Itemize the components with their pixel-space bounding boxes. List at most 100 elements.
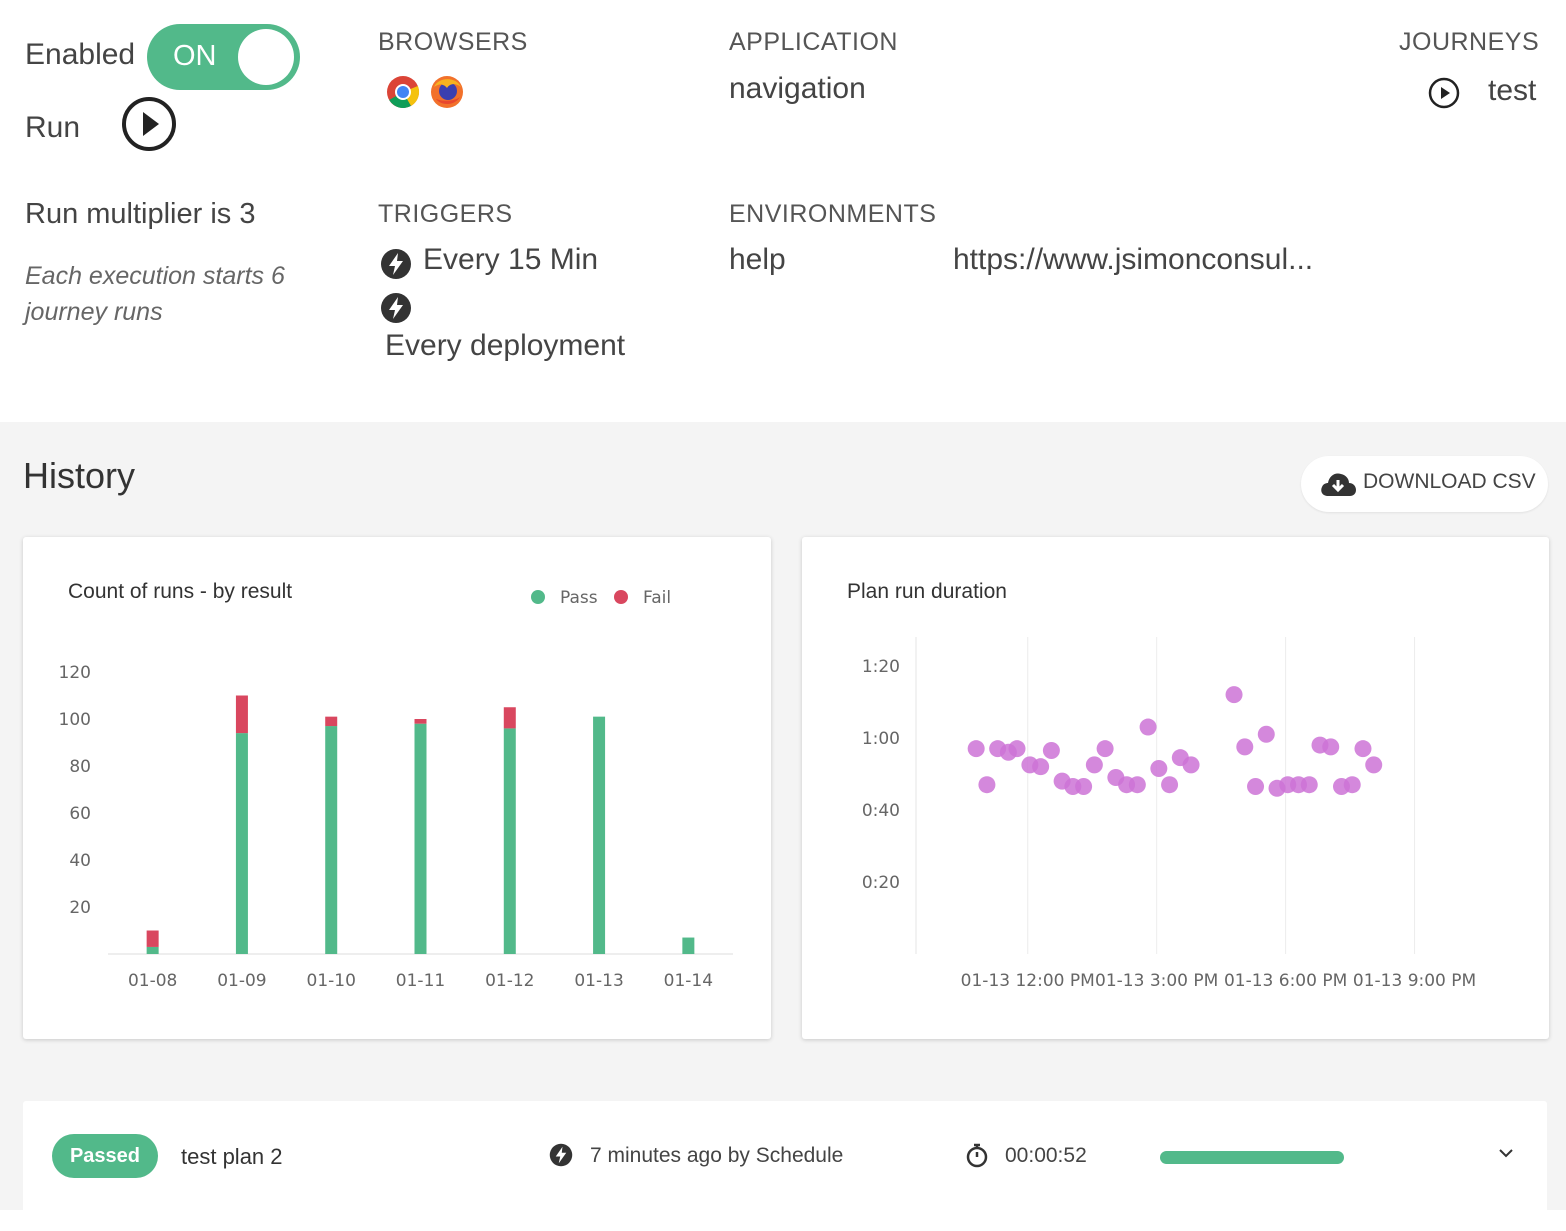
runs-by-result-card: Count of runs - by result Pass Fail 20 40 60… <box>23 537 771 1039</box>
scatter-point <box>1042 741 1060 759</box>
scatter-point <box>1182 756 1200 774</box>
y-tick-label: 1:20 <box>862 657 900 677</box>
scatter-point <box>1236 738 1254 756</box>
bar-fail <box>503 707 516 729</box>
y-tick-label: 120 <box>59 663 91 683</box>
y-tick-label: 1:00 <box>862 729 900 749</box>
run-progress-bar <box>1160 1151 1344 1164</box>
history-title: History <box>23 455 136 496</box>
scatter-point <box>967 740 985 758</box>
scatter-point <box>1343 776 1361 794</box>
download-csv-label: DOWNLOAD CSV <box>1363 470 1536 493</box>
cloud-download-icon <box>1321 473 1356 496</box>
duration-chart-title: Plan run duration <box>847 580 1007 603</box>
bolt-icon <box>381 249 411 279</box>
bar-fail <box>235 695 248 734</box>
legend-marker-fail <box>614 590 628 604</box>
bar-pass <box>593 716 606 954</box>
bar-fail <box>414 719 427 724</box>
y-tick-label: 100 <box>59 710 91 730</box>
y-tick-label: 0:20 <box>862 873 900 893</box>
run-multiplier-text: Run multiplier is 3 <box>25 198 256 230</box>
download-csv-button[interactable]: DOWNLOAD CSV <box>1301 456 1548 512</box>
scatter-point <box>1075 777 1093 795</box>
legend-marker-pass <box>531 590 545 604</box>
triggers-header: TRIGGERS <box>378 200 513 228</box>
scatter-point <box>1032 758 1050 776</box>
environment-name: help <box>729 243 786 276</box>
trigger-item-deployment: Every deployment <box>385 329 626 362</box>
legend-label-pass: Pass <box>560 588 598 608</box>
environment-url[interactable]: https://www.jsimonconsul... <box>953 243 1314 276</box>
scatter-point <box>1128 776 1146 794</box>
bar-pass <box>503 728 516 954</box>
scatter-point <box>1085 756 1103 774</box>
application-value: navigation <box>729 72 866 105</box>
journey-item-test[interactable]: test <box>1488 74 1537 107</box>
runs-chart-title: Count of runs - by result <box>68 580 293 603</box>
x-tick-label: 01-13 3:00 PM <box>1095 971 1218 991</box>
x-tick-label: 01-11 <box>396 971 445 991</box>
bar-pass <box>146 946 159 954</box>
legend-label-fail: Fail <box>643 588 671 608</box>
bar-fail <box>325 716 338 727</box>
bar-pass <box>235 733 248 954</box>
run-label: Run <box>25 111 81 144</box>
bolt-icon <box>381 293 411 323</box>
runs-bar-chart: Pass Fail 20 40 60 80 100 120 01-08 01-09 01-10 01-… <box>59 588 733 991</box>
scatter-point <box>1257 725 1275 743</box>
scatter-point <box>1139 718 1157 736</box>
enabled-toggle[interactable]: ON <box>147 24 300 90</box>
scatter-point <box>1322 738 1340 756</box>
x-tick-label: 01-10 <box>307 971 356 991</box>
run-duration: 00:00:52 <box>1005 1144 1087 1167</box>
scatter-point <box>1365 756 1383 774</box>
browsers-header: BROWSERS <box>378 28 528 56</box>
x-tick-label: 01-14 <box>664 971 713 991</box>
x-tick-label: 01-13 12:00 PM <box>961 971 1095 991</box>
trigger-info: 7 minutes ago by Schedule <box>590 1144 844 1167</box>
bar-fail <box>146 930 159 947</box>
scatter-point <box>1247 777 1265 795</box>
scatter-point <box>978 776 996 794</box>
chrome-icon <box>387 76 420 109</box>
trigger-item-schedule: Every 15 Min <box>423 243 599 276</box>
plan-run-duration-card: Plan run duration 01-13 12:00 PM 01-13 3:… <box>802 537 1549 1039</box>
plan-name[interactable]: test plan 2 <box>181 1144 283 1169</box>
scatter-point <box>1161 776 1179 794</box>
x-tick-label: 01-12 <box>485 971 534 991</box>
stopwatch-icon <box>966 1143 988 1168</box>
environments-header: ENVIRONMENTS <box>729 200 937 228</box>
y-tick-label: 80 <box>69 757 91 777</box>
journey-play-icon[interactable] <box>1428 77 1460 109</box>
y-tick-label: 20 <box>69 898 91 918</box>
scatter-point <box>1096 740 1114 758</box>
y-tick-label: 0:40 <box>862 801 900 821</box>
chart-legend: Pass Fail <box>531 588 671 608</box>
scatter-point <box>1008 740 1026 758</box>
scatter-point <box>1150 759 1168 777</box>
toggle-text: ON <box>173 40 217 72</box>
bolt-icon <box>549 1143 573 1167</box>
y-tick-label: 60 <box>69 804 91 824</box>
bar-pass <box>325 726 338 954</box>
x-tick-label: 01-13 <box>574 971 623 991</box>
enabled-label: Enabled <box>25 38 136 71</box>
bar-pass <box>414 723 427 954</box>
play-icon[interactable] <box>120 95 178 153</box>
x-tick-label: 01-13 9:00 PM <box>1353 971 1476 991</box>
journeys-header: JOURNEYS <box>1399 28 1540 56</box>
duration-scatter-chart: 01-13 12:00 PM 01-13 3:00 PM 01-13 6:00 PM… <box>862 637 1476 991</box>
scatter-point <box>1300 776 1318 794</box>
firefox-icon <box>431 76 463 108</box>
run-row[interactable] <box>23 1101 1547 1231</box>
toggle-knob <box>238 29 294 85</box>
chevron-down-icon[interactable] <box>1497 1146 1515 1160</box>
x-tick-label: 01-13 6:00 PM <box>1224 971 1347 991</box>
x-tick-label: 01-09 <box>217 971 266 991</box>
bar-pass <box>682 937 695 954</box>
x-tick-label: 01-08 <box>128 971 177 991</box>
status-badge: Passed <box>52 1134 158 1178</box>
scatter-point <box>1225 686 1243 704</box>
application-header: APPLICATION <box>729 28 898 56</box>
